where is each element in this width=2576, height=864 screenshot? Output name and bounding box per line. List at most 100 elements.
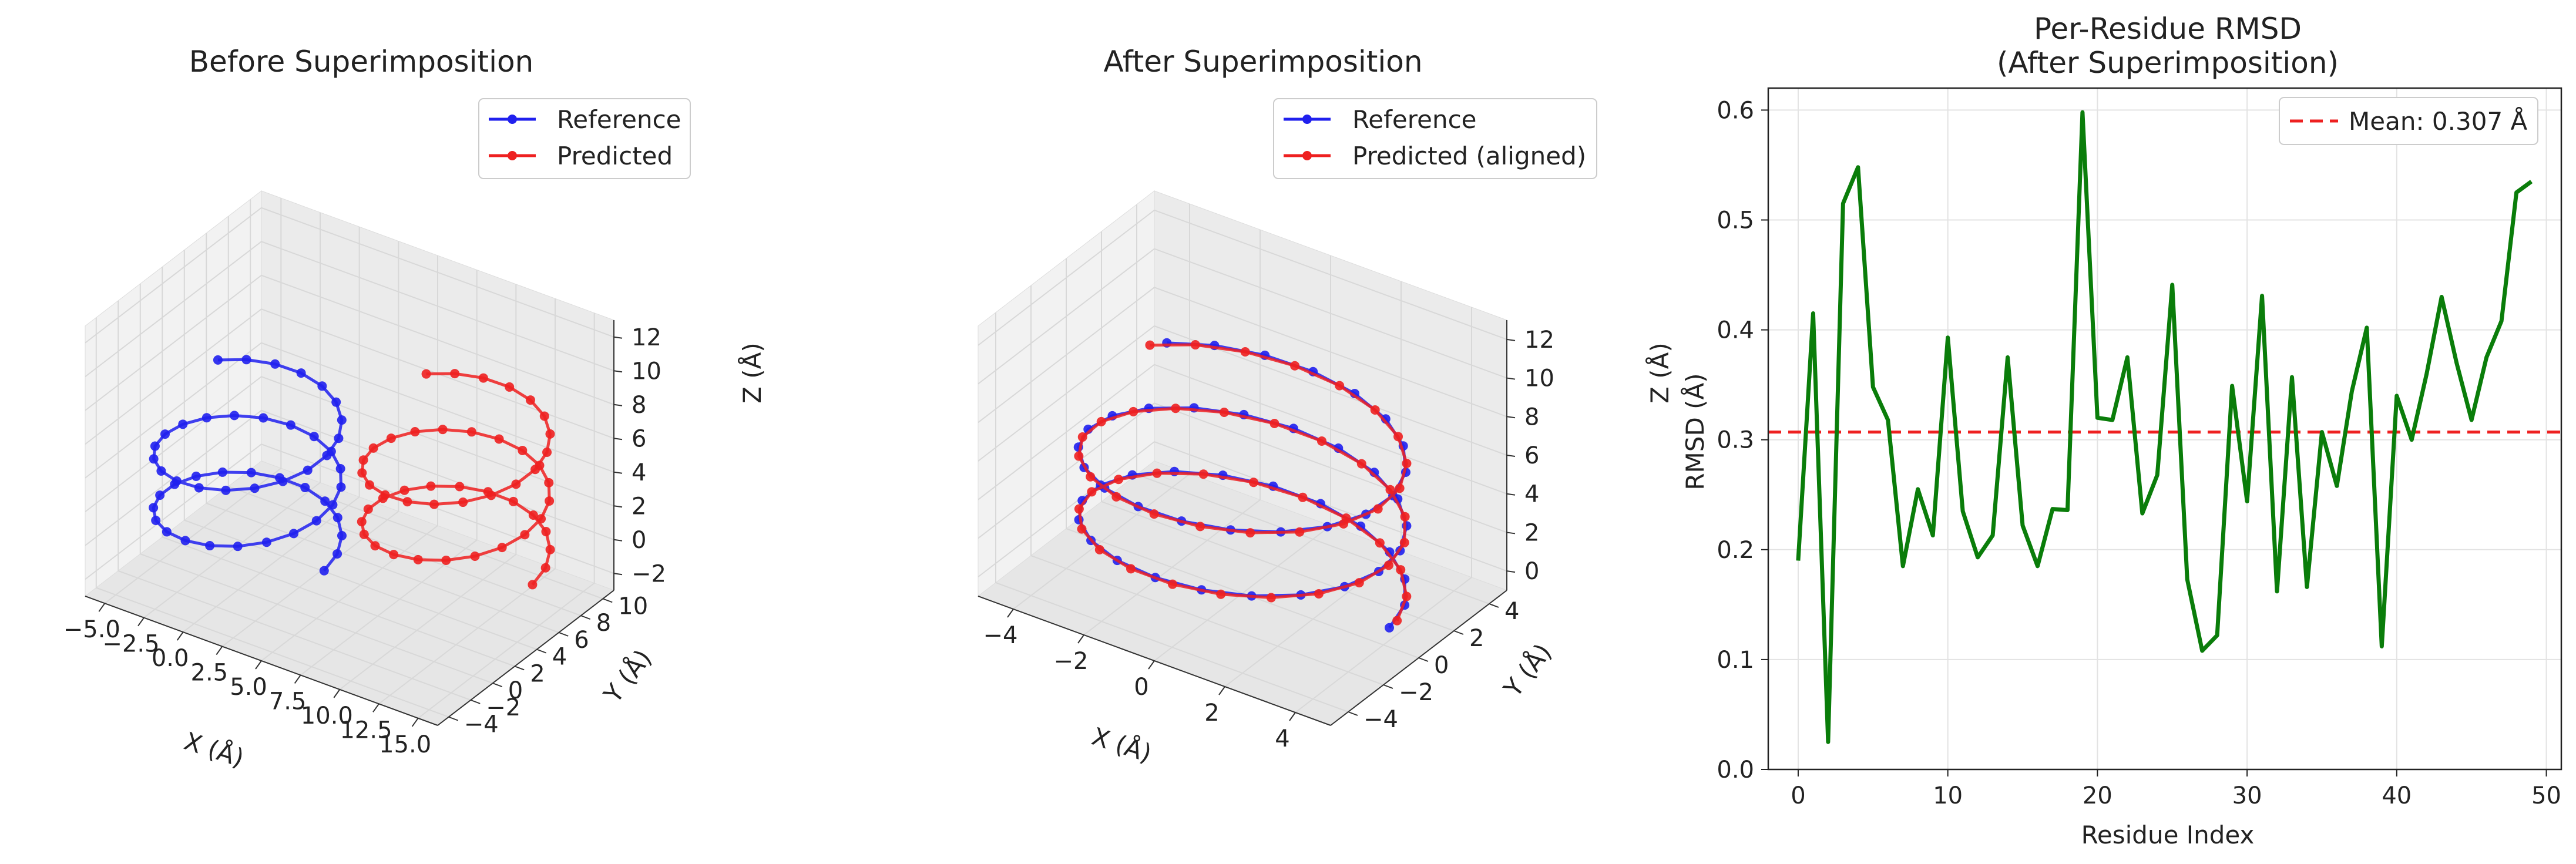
series-point-1 (1086, 472, 1096, 482)
z-tick-label: 10 (1524, 365, 1554, 392)
series-point-1 (450, 369, 460, 379)
series-point-0 (278, 476, 288, 486)
z-tick-mark (613, 404, 623, 406)
x-tick-label: 10.0 (301, 702, 353, 729)
z-tick-mark (1506, 338, 1516, 341)
z-tick-mark (613, 573, 623, 576)
y-tick-label: 0 (1434, 652, 1449, 679)
x-tick-label: 0 (1791, 782, 1805, 809)
series-point-1 (1399, 537, 1409, 547)
z-tick-label: 0 (1524, 558, 1539, 585)
series-point-0 (334, 433, 344, 443)
series-point-0 (333, 549, 342, 559)
x-tick-label: −4 (983, 622, 1018, 649)
series-point-1 (1396, 565, 1406, 575)
grid-line-z (85, 241, 614, 378)
series-point-1 (486, 490, 496, 500)
series-point-1 (402, 497, 412, 507)
series-point-1 (545, 429, 555, 439)
x-tick-mark (372, 703, 379, 712)
series-point-0 (319, 566, 329, 576)
grid-line-y (206, 233, 559, 633)
series-point-1 (1295, 527, 1305, 537)
series-point-1 (1245, 528, 1255, 538)
grid-line-y (183, 250, 538, 650)
x-tick-label: 7.5 (269, 688, 307, 715)
y-tick-label: 0.2 (1717, 537, 1754, 564)
y-tick-label: 8 (596, 610, 611, 637)
legend-label-predicted-after: Predicted (aligned) (1352, 142, 1586, 170)
series-point-1 (370, 541, 380, 551)
grid-line-y (1030, 285, 1384, 685)
y-tick-label: 2 (1469, 625, 1484, 652)
series-point-1 (1094, 544, 1104, 554)
series-point-0 (149, 503, 159, 513)
y-tick-label: −2 (486, 694, 520, 721)
series-point-1 (470, 551, 480, 561)
x-tick-mark (216, 646, 223, 655)
legend-marker-predicted-before (508, 151, 517, 160)
series-point-0 (241, 355, 251, 365)
series-point-1 (1077, 432, 1087, 442)
series-point-1 (363, 504, 373, 514)
grid-line-x (261, 255, 438, 661)
grid-line-z (85, 207, 614, 344)
grid-line-y (162, 267, 515, 667)
grid-line-z (978, 325, 1507, 462)
legend-frame-rmsd (2279, 97, 2538, 145)
series-point-1 (1370, 405, 1380, 415)
series-point-1 (413, 554, 423, 564)
z-tick-mark (613, 539, 623, 542)
x-tick-label: 5.0 (230, 674, 267, 701)
x-tick-mark (1148, 660, 1155, 670)
series-point-1 (357, 517, 367, 527)
z-tick-label: 10 (632, 358, 661, 385)
series-point-1 (1402, 459, 1412, 469)
series-point-1 (1195, 522, 1205, 532)
z-tick-label: 12 (1524, 327, 1554, 354)
series-point-1 (1392, 616, 1402, 626)
series-point-1 (1335, 381, 1345, 391)
x-tick-label: 15.0 (379, 731, 431, 758)
series-point-0 (250, 483, 260, 493)
z-tick-label: 6 (1524, 442, 1539, 469)
y-tick-label: 0.4 (1717, 317, 1754, 344)
y-tick-label: 0.3 (1717, 427, 1754, 454)
x-tick-mark (1007, 609, 1014, 618)
y-tick-mark (1383, 684, 1393, 689)
x-tick-label: 50 (2531, 782, 2561, 809)
series-point-1 (1149, 509, 1159, 519)
grid-line-z (978, 248, 1507, 385)
series-point-0 (246, 468, 256, 478)
y-tick-label: 6 (574, 627, 589, 654)
series-point-1 (357, 468, 367, 478)
series-point-0 (258, 413, 268, 423)
z-tick-label: 4 (632, 459, 646, 486)
series-point-1 (386, 433, 396, 443)
series-point-0 (180, 536, 190, 546)
y-tick-mark (536, 648, 547, 654)
x-axis-label-before: X (Å) (181, 726, 248, 773)
series-point-0 (270, 359, 280, 369)
z-tick-mark (1506, 455, 1516, 457)
series-point-1 (458, 497, 468, 507)
series-point-1 (1248, 478, 1258, 488)
series-point-0 (286, 420, 295, 430)
legend-marker-predicted-after (1302, 151, 1312, 160)
x-tick-label: 0.0 (152, 645, 189, 672)
series-point-1 (545, 544, 555, 554)
z-tick-label: 12 (632, 324, 661, 351)
series-line-1 (1077, 343, 1409, 621)
x-tick-mark (137, 617, 145, 627)
series-point-1 (1314, 589, 1324, 599)
series-point-1 (1402, 591, 1412, 601)
rmsd-series-line (1796, 110, 2533, 744)
y-axis-line (437, 590, 614, 726)
title-rmsd: Per-Residue RMSD (2034, 12, 2302, 46)
series-point-1 (426, 481, 436, 491)
panel-after: After Superimposition −4−2024−4−20240246… (977, 45, 1674, 768)
x-tick-mark (333, 689, 341, 698)
grid-line-z (978, 209, 1507, 346)
